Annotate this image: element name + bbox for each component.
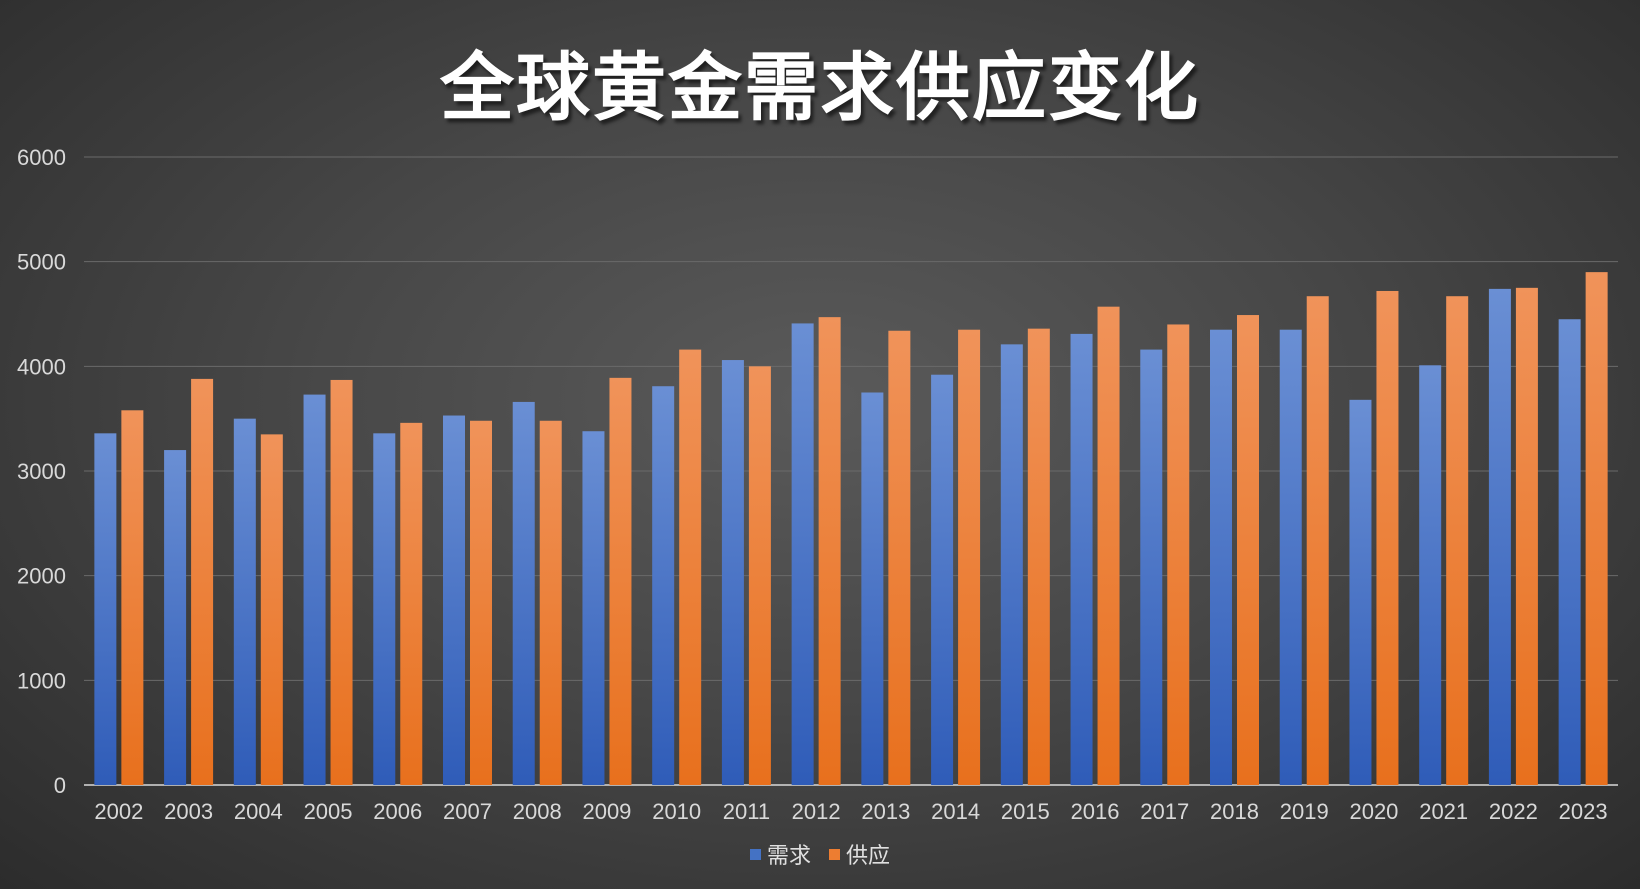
legend-swatch-supply <box>829 848 840 860</box>
bar-supply-2021 <box>1446 296 1469 785</box>
bar-demand-2019 <box>1279 329 1302 785</box>
legend-swatch-demand <box>749 848 761 860</box>
bar-demand-2011 <box>721 360 744 785</box>
x-tick-label: 2022 <box>1489 799 1538 824</box>
y-tick-label: 0 <box>54 773 66 798</box>
bar-supply-2013 <box>888 330 911 785</box>
y-tick-label: 3000 <box>17 459 66 484</box>
x-tick-label: 2016 <box>1071 799 1120 824</box>
bar-demand-2022 <box>1488 288 1511 785</box>
bar-supply-2017 <box>1167 324 1190 785</box>
bar-supply-2015 <box>1027 328 1050 785</box>
chart-title: 全球黄金需求供应变化 <box>440 45 1200 131</box>
x-tick-label: 2021 <box>1419 799 1468 824</box>
x-tick-label: 2003 <box>164 799 213 824</box>
bar-supply-2006 <box>400 422 423 785</box>
y-tick-label: 4000 <box>17 354 66 379</box>
bar-demand-2012 <box>791 323 814 785</box>
bar-supply-2007 <box>470 420 492 785</box>
bar-demand-2004 <box>233 418 256 785</box>
bar-supply-2019 <box>1306 296 1329 785</box>
y-tick-label: 6000 <box>17 145 66 170</box>
x-tick-label: 2015 <box>1001 799 1050 824</box>
legend: 需求 供应 <box>0 838 1640 870</box>
y-tick-label: 2000 <box>17 564 66 589</box>
y-axis-tick-labels: 0 1000 2000 3000 4000 5000 6000 <box>17 145 66 798</box>
y-tick-label: 5000 <box>17 250 66 275</box>
x-tick-label: 2007 <box>443 799 492 824</box>
bar-demand-2015 <box>1000 344 1023 785</box>
legend-item-demand: 需求 <box>749 838 811 870</box>
x-tick-label: 2004 <box>234 799 283 824</box>
bar-supply-2002 <box>121 410 144 785</box>
bar-demand-2008 <box>512 401 535 785</box>
x-tick-label: 2008 <box>513 799 562 824</box>
y-tick-label: 1000 <box>17 668 66 693</box>
x-tick-label: 2018 <box>1210 799 1259 824</box>
x-tick-label: 2017 <box>1140 799 1189 824</box>
bar-supply-2004 <box>260 434 283 785</box>
x-tick-label: 2011 <box>723 799 770 824</box>
bar-demand-2003 <box>164 450 187 785</box>
bar-supply-2022 <box>1515 287 1538 785</box>
bar-supply-2003 <box>191 378 214 785</box>
bar-demand-2006 <box>373 433 396 785</box>
bar-demand-2009 <box>582 431 605 785</box>
bar-demand-2013 <box>861 392 884 785</box>
x-tick-label: 2014 <box>931 799 980 824</box>
bar-supply-2014 <box>958 329 981 785</box>
bar-demand-2002 <box>94 433 117 785</box>
bar-demand-2010 <box>652 386 675 785</box>
legend-item-supply: 供应 <box>829 838 890 870</box>
x-tick-label: 2019 <box>1280 799 1329 824</box>
x-tick-label: 2013 <box>861 799 910 824</box>
bar-demand-2018 <box>1210 329 1232 785</box>
x-tick-label: 2012 <box>792 799 841 824</box>
bar-demand-2005 <box>303 394 326 785</box>
bar-demand-2014 <box>931 374 954 785</box>
bar-supply-2023 <box>1585 272 1608 786</box>
bar-supply-2011 <box>748 366 771 785</box>
bar-demand-2021 <box>1419 365 1442 785</box>
bar-demand-2016 <box>1070 333 1093 785</box>
bar-demand-2023 <box>1558 319 1581 785</box>
x-tick-label: 2010 <box>652 799 701 824</box>
bar-series <box>94 272 1608 786</box>
bar-supply-2008 <box>539 420 562 785</box>
legend-label-demand: 需求 <box>766 844 811 869</box>
bar-supply-2018 <box>1237 315 1259 785</box>
bar-supply-2010 <box>679 349 702 785</box>
legend-label-supply: 供应 <box>846 844 891 869</box>
bar-supply-2012 <box>818 317 841 785</box>
x-tick-label: 2009 <box>582 799 631 824</box>
x-tick-label: 2005 <box>304 799 353 824</box>
bar-supply-2020 <box>1376 290 1399 785</box>
bar-supply-2005 <box>330 379 353 785</box>
bar-supply-2016 <box>1097 306 1120 785</box>
bar-demand-2007 <box>443 415 465 785</box>
x-tick-label: 2006 <box>373 799 422 824</box>
bar-supply-2009 <box>609 377 632 785</box>
bar-demand-2017 <box>1140 349 1163 785</box>
bar-demand-2020 <box>1349 399 1372 785</box>
x-tick-label: 2020 <box>1349 799 1398 824</box>
x-axis-tick-labels: 2002 2003 2004 2005 2006 2007 2008 2009 2010 2011… <box>94 799 1607 824</box>
x-tick-label: 2023 <box>1559 799 1608 824</box>
x-tick-label: 2002 <box>94 799 143 824</box>
